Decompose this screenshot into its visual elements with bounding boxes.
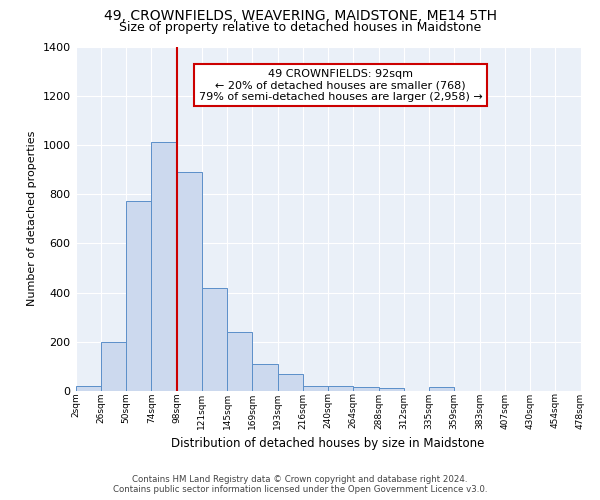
Bar bbox=[379, 388, 404, 391]
Bar bbox=[101, 342, 126, 391]
X-axis label: Distribution of detached houses by size in Maidstone: Distribution of detached houses by size … bbox=[172, 437, 485, 450]
Bar bbox=[328, 386, 353, 391]
Text: Contains HM Land Registry data © Crown copyright and database right 2024.
Contai: Contains HM Land Registry data © Crown c… bbox=[113, 474, 487, 494]
Bar bbox=[353, 387, 379, 391]
Bar bbox=[151, 142, 176, 391]
Bar bbox=[252, 364, 278, 391]
Bar bbox=[278, 374, 303, 391]
Bar bbox=[429, 387, 454, 391]
Bar bbox=[202, 288, 227, 391]
Bar bbox=[176, 172, 202, 391]
Y-axis label: Number of detached properties: Number of detached properties bbox=[27, 131, 37, 306]
Bar bbox=[227, 332, 252, 391]
Text: 49 CROWNFIELDS: 92sqm
← 20% of detached houses are smaller (768)
79% of semi-det: 49 CROWNFIELDS: 92sqm ← 20% of detached … bbox=[199, 68, 482, 102]
Text: 49, CROWNFIELDS, WEAVERING, MAIDSTONE, ME14 5TH: 49, CROWNFIELDS, WEAVERING, MAIDSTONE, M… bbox=[104, 9, 497, 23]
Bar bbox=[76, 386, 101, 391]
Bar bbox=[303, 386, 328, 391]
Bar bbox=[126, 202, 151, 391]
Text: Size of property relative to detached houses in Maidstone: Size of property relative to detached ho… bbox=[119, 21, 481, 34]
